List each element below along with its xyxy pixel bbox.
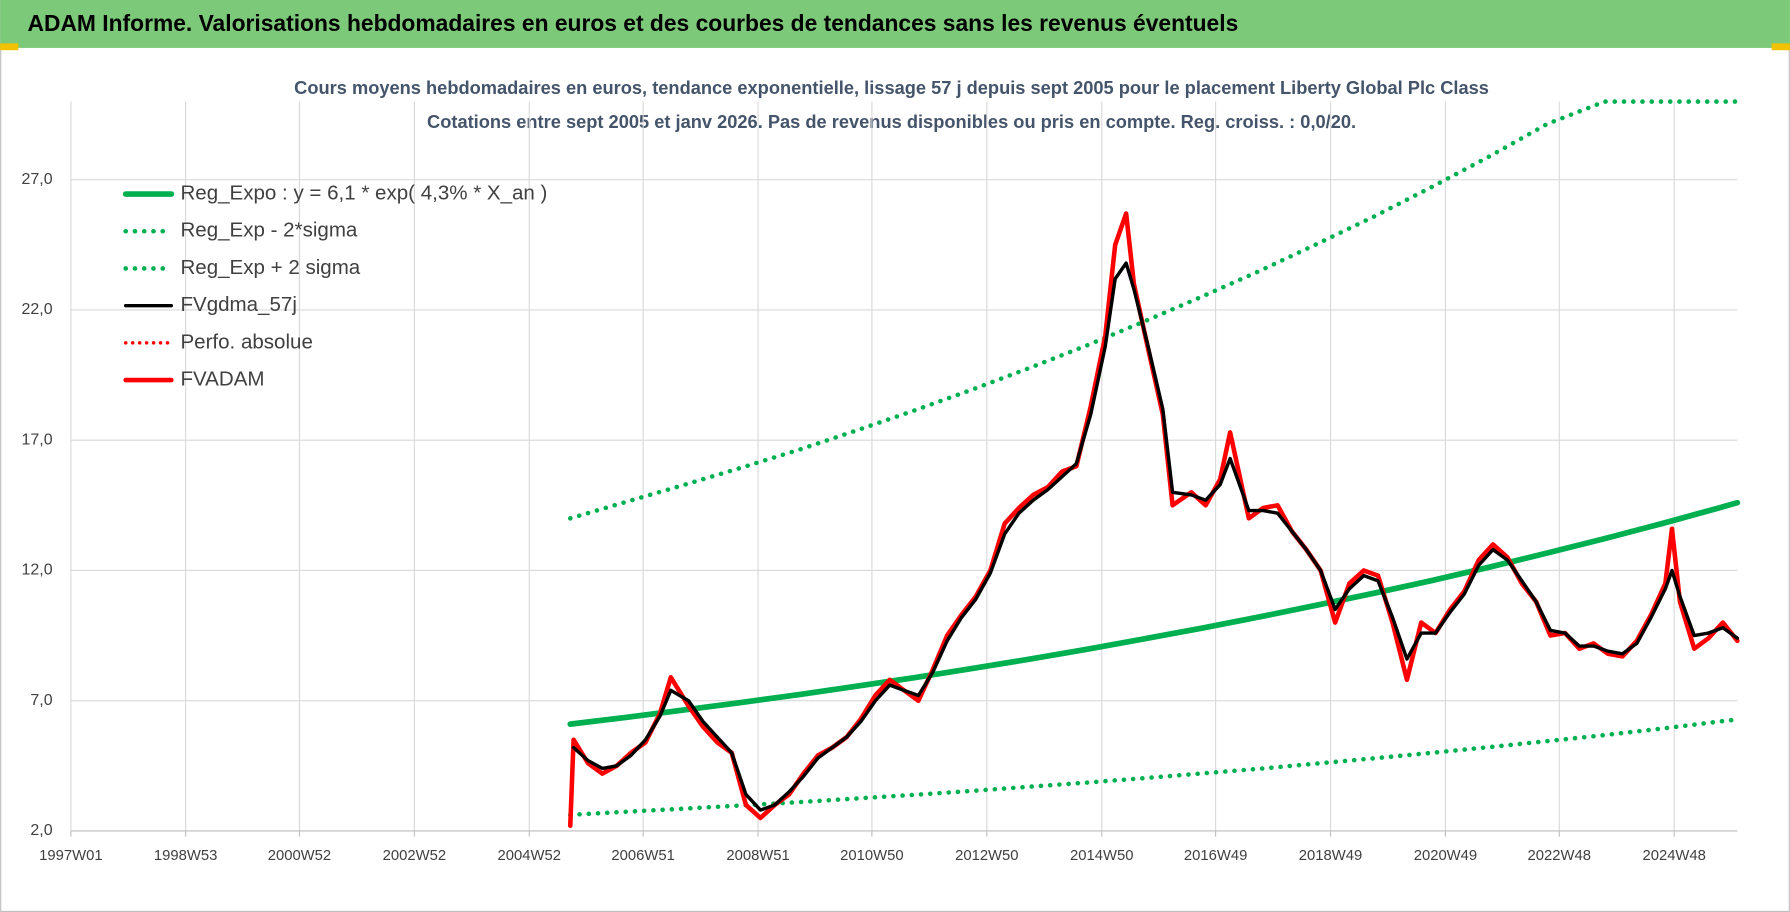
x-tick-label: 2004W52 bbox=[498, 848, 561, 864]
x-tick-label: 2010W50 bbox=[840, 848, 903, 864]
x-tick-label: 2002W52 bbox=[383, 848, 446, 864]
legend-label: FVgdma_57j bbox=[180, 293, 296, 316]
x-tick-label: 2022W48 bbox=[1528, 848, 1591, 864]
x-tick-label: 2000W52 bbox=[268, 848, 331, 864]
x-tick-label: 2014W50 bbox=[1070, 848, 1133, 864]
chart-title: Cours moyens hebdomadaires en euros, ten… bbox=[294, 77, 1489, 98]
x-tick-label: 2008W51 bbox=[726, 848, 789, 864]
header-title: ADAM Informe. Valorisations hebdomadaire… bbox=[28, 10, 1239, 36]
corner bbox=[0, 43, 19, 51]
x-tick-label: 1998W53 bbox=[154, 848, 217, 864]
y-tick-label: 17,0 bbox=[22, 431, 53, 448]
x-tick-label: 2018W49 bbox=[1299, 848, 1362, 864]
y-tick-label: 12,0 bbox=[22, 562, 53, 579]
legend: Reg_Expo : y = 6,1 * exp( 4,3% * X_an ) R… bbox=[122, 181, 547, 391]
y-tick-label: 7,0 bbox=[30, 692, 52, 709]
x-tick-label: 2016W49 bbox=[1184, 848, 1247, 864]
y-tick-label: 27,0 bbox=[22, 171, 53, 188]
series-line bbox=[567, 499, 1741, 727]
x-tick-label: 2012W50 bbox=[955, 848, 1018, 864]
x-tick-label: 1997W01 bbox=[39, 848, 102, 864]
legend-label: Reg_Exp - 2*sigma bbox=[180, 219, 357, 242]
grid: 2,0 7,0 12,0 17,0 22,0 27,0 1997W01 1998W53 2000… bbox=[22, 101, 1738, 864]
x-tick-label: 2024W48 bbox=[1642, 848, 1705, 864]
legend-label: FVADAM bbox=[180, 368, 264, 391]
corner bbox=[1771, 43, 1790, 51]
x-tick-label: 2020W49 bbox=[1414, 848, 1477, 864]
x-tick-label: 2006W51 bbox=[611, 848, 674, 864]
legend-label: Reg_Exp + 2 sigma bbox=[180, 256, 360, 279]
series-line bbox=[567, 99, 1740, 521]
header-band bbox=[0, 0, 1790, 48]
y-tick-label: 22,0 bbox=[22, 301, 53, 318]
series-line bbox=[571, 261, 1740, 812]
y-tick-label: 2,0 bbox=[30, 822, 52, 839]
legend-label: Perfo. absolue bbox=[180, 330, 312, 353]
legend-label: Reg_Expo : y = 6,1 * exp( 4,3% * X_an ) bbox=[180, 181, 547, 204]
lines bbox=[567, 99, 1741, 828]
series-line bbox=[567, 717, 1740, 818]
chart-subtitle: Cotations entre sept 2005 et janv 2026. … bbox=[427, 111, 1356, 132]
